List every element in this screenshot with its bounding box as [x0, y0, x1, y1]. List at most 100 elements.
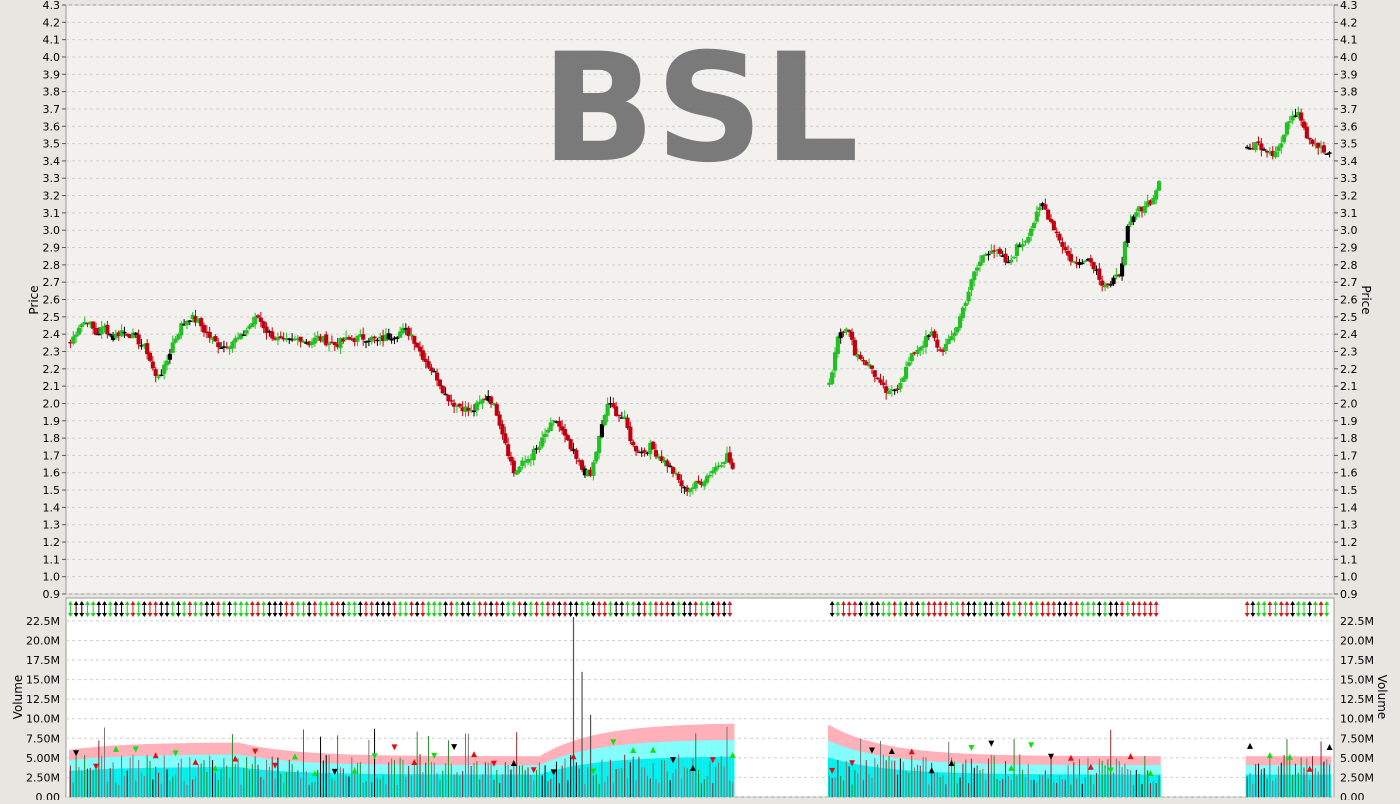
price-tick-label-right: 1.1 [1340, 553, 1358, 566]
candle-body [1083, 260, 1088, 263]
volume-arrow [630, 746, 637, 753]
candle-body [1017, 245, 1022, 248]
candle-body [1000, 255, 1005, 257]
candle-body [1043, 204, 1048, 210]
candle-body [1091, 262, 1096, 270]
signal-marker [943, 601, 949, 617]
volume-arrow [849, 760, 856, 767]
candle-body [463, 406, 468, 413]
candle-body [332, 342, 337, 346]
candle-body [329, 341, 334, 344]
candle-body [338, 337, 343, 348]
candle-body [832, 352, 838, 371]
candle-body [1085, 258, 1091, 261]
price-tick-label-right: 0.9 [1340, 588, 1358, 601]
price-tick-label-right: 1.0 [1340, 571, 1358, 584]
candle-body [173, 338, 178, 343]
candle-body [622, 416, 627, 420]
candle-body [1301, 121, 1307, 128]
signal-marker [278, 601, 284, 617]
candle-body [216, 342, 221, 348]
volume-arrow [192, 758, 199, 765]
signal-marker [465, 601, 471, 617]
candle-body [156, 376, 161, 378]
candle-body [923, 336, 929, 348]
candle-body [966, 291, 971, 302]
candle-body [520, 460, 525, 467]
signal-marker [249, 601, 255, 617]
candle-body [1012, 256, 1017, 259]
candle-body [381, 335, 386, 342]
signal-marker [73, 601, 79, 617]
candle-body [1145, 201, 1150, 207]
price-tick-label-right: 1.7 [1340, 449, 1358, 462]
signal-marker [198, 601, 204, 617]
candle-body [486, 395, 491, 401]
volume-arrow [451, 744, 458, 751]
candle-body [1316, 142, 1321, 149]
candle-body [207, 331, 212, 338]
candle-body [1094, 269, 1099, 272]
candle-body [1276, 146, 1281, 152]
price-tick-label-left: 1.7 [43, 449, 61, 462]
volume-arrow [73, 750, 80, 757]
candle-body [514, 470, 519, 475]
candle-body [560, 426, 565, 431]
signal-marker [380, 601, 386, 617]
candle-body [1134, 212, 1139, 217]
signal-marker [124, 601, 130, 617]
candle-body [568, 439, 573, 450]
volume-arrow [1028, 742, 1035, 749]
candle-body [147, 352, 153, 361]
signal-marker [966, 601, 972, 617]
candle-body [614, 406, 619, 416]
price-tick-label-right: 2.4 [1340, 328, 1358, 341]
candle-body [574, 450, 579, 459]
candle-body [355, 335, 360, 342]
candle-body [352, 338, 357, 343]
signal-marker [482, 601, 488, 617]
volume-band-inner [159, 767, 164, 797]
signal-marker [619, 601, 625, 617]
signal-marker [164, 601, 170, 617]
candle-body [96, 333, 101, 336]
candle-body [93, 328, 99, 335]
signal-marker [414, 601, 420, 617]
signal-marker [300, 601, 306, 617]
candle-body [719, 465, 724, 467]
candle-body [1029, 228, 1034, 237]
volume-arrow [590, 768, 597, 775]
candle-body [76, 327, 81, 335]
signal-marker [477, 601, 483, 617]
signal-marker [1290, 601, 1296, 617]
candle-body [278, 336, 283, 338]
signal-marker [579, 601, 585, 617]
signal-marker [187, 601, 193, 617]
candle-body [469, 410, 474, 412]
volume-arrow [550, 769, 557, 776]
candle-body [997, 248, 1002, 254]
candle-body [975, 267, 980, 271]
signal-marker [630, 601, 636, 617]
candle-body [128, 334, 133, 339]
price-tick-label-right: 3.7 [1340, 103, 1358, 116]
candle-body [679, 480, 684, 487]
candle-body [1293, 115, 1298, 117]
signal-marker [1301, 601, 1307, 617]
candle-body [116, 332, 121, 336]
price-tick-label-right: 3.3 [1340, 172, 1358, 185]
candle-body [980, 255, 985, 263]
candle-body [1156, 181, 1162, 191]
candle-body [449, 400, 454, 402]
signal-marker [528, 601, 534, 617]
signal-marker [1108, 601, 1114, 617]
candle-body [261, 321, 266, 329]
signal-marker [67, 601, 73, 617]
price-tick-label-right: 2.0 [1340, 397, 1358, 410]
price-tick-label-left: 1.1 [43, 553, 61, 566]
volume-band-inner [680, 757, 684, 797]
price-tick-label-right: 3.1 [1340, 207, 1358, 220]
signal-marker [517, 601, 523, 617]
price-tick-label-right: 4.2 [1340, 16, 1358, 29]
volume-tick-label-left: 22.5M [26, 615, 60, 628]
